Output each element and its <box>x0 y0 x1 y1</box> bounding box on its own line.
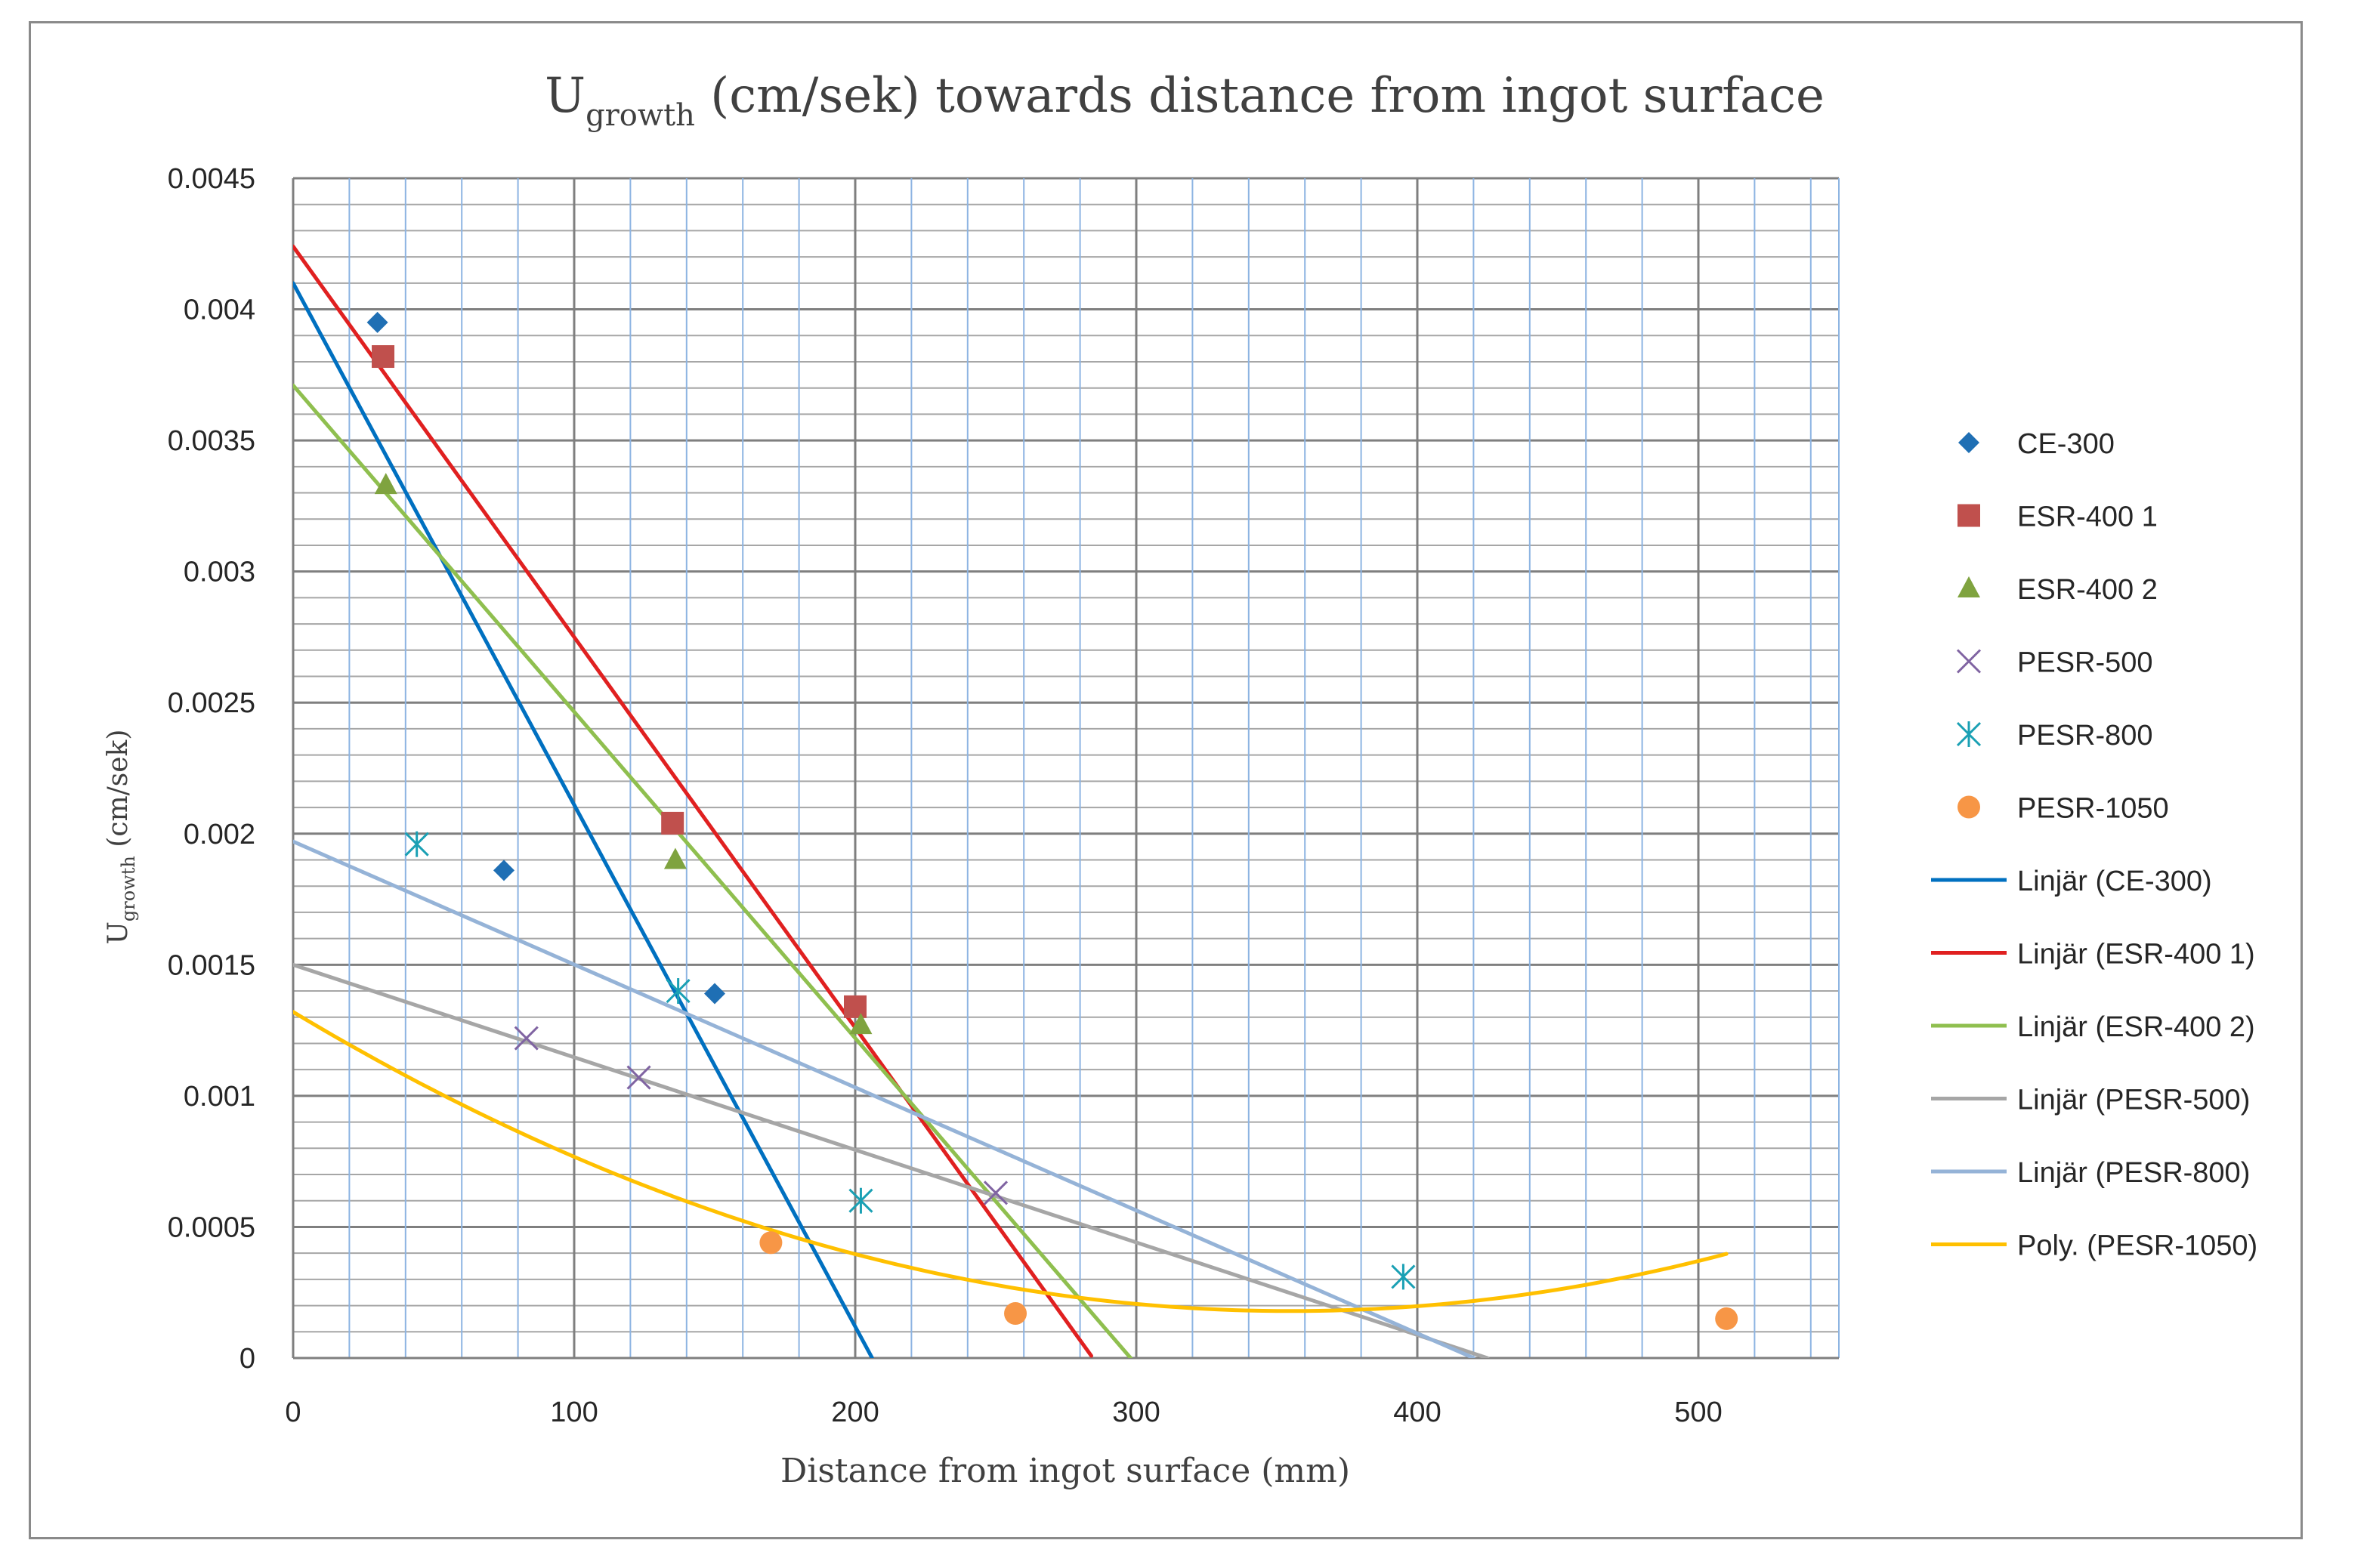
point-pesr-500 <box>514 1026 539 1051</box>
trendline-poly-pesr-1050 <box>293 1010 1729 1313</box>
y-tick-label: 0.0045 <box>168 163 255 195</box>
grid <box>292 177 1840 1360</box>
legend-marker-ce-300 <box>1958 432 1979 453</box>
trendline-linj-r-pesr-800 <box>293 839 1475 1358</box>
y-tick-label: 0.0005 <box>168 1211 255 1243</box>
point-esr-400-1 <box>844 995 867 1018</box>
x-tick-label: 200 <box>831 1397 879 1428</box>
point-pesr-800 <box>666 978 691 1005</box>
legend-label: Linjär (CE-300) <box>2017 866 2212 897</box>
legend-marker-esr-400-2 <box>1957 576 1980 597</box>
legend-marker-esr-400-1 <box>1957 504 1980 527</box>
x-tick-label: 500 <box>1674 1397 1722 1428</box>
x-tick-labels: 0 100 200 300 400 500 <box>285 1397 1722 1428</box>
chart-title: Ugrowth (cm/sek) towards distance from i… <box>545 68 1825 133</box>
point-pesr-500 <box>983 1181 1009 1205</box>
point-pesr-800 <box>1391 1264 1416 1290</box>
y-tick-label: 0.0025 <box>168 687 255 719</box>
plot-area <box>293 178 1839 1358</box>
legend-label: Linjär (ESR-400 2) <box>2017 1011 2255 1043</box>
y-tick-label: 0.001 <box>184 1081 255 1113</box>
trendline-linj-r-ce-300 <box>293 281 874 1358</box>
legend-label: Linjär (ESR-400 1) <box>2017 939 2255 971</box>
trendline-linj-r-pesr-500 <box>293 962 1490 1358</box>
legend-marker-pesr-800 <box>1956 721 1982 747</box>
legend-label: CE-300 <box>2017 428 2115 460</box>
legend-label: ESR-400 1 <box>2017 502 2158 533</box>
legend-label: Linjär (PESR-500) <box>2017 1085 2250 1116</box>
point-pesr-1050 <box>1004 1301 1027 1325</box>
trendline-linj-r-esr-400-1 <box>293 244 1093 1358</box>
axes <box>292 178 1839 1360</box>
legend-label: Poly. (PESR-1050) <box>2017 1230 2257 1262</box>
legend-label: Linjär (PESR-800) <box>2017 1157 2250 1189</box>
point-esr-400-2 <box>663 847 687 869</box>
x-tick-label: 400 <box>1393 1397 1441 1428</box>
point-ce-300 <box>493 860 514 881</box>
x-tick-label: 0 <box>285 1397 301 1428</box>
y-tick-label: 0.0035 <box>168 425 255 457</box>
point-esr-400-1 <box>372 345 395 369</box>
plot-background <box>293 178 1839 1358</box>
legend-label: PESR-500 <box>2017 647 2153 679</box>
point-pesr-1050 <box>759 1231 783 1255</box>
y-tick-labels: 0 0.0005 0.001 0.0015 0.002 0.0025 0.003 0.0035… <box>168 163 255 1375</box>
y-axis-label: Ugrowth (cm/sek) <box>103 730 139 945</box>
point-esr-400-1 <box>661 811 684 835</box>
x-axis-label: Distance from ingot surface (mm) <box>780 1452 1350 1490</box>
point-esr-400-2 <box>374 473 397 495</box>
legend-label: PESR-800 <box>2017 720 2153 752</box>
point-pesr-800 <box>404 831 429 857</box>
legend: CE-300 ESR-400 1 ESR-400 2 PESR-500 PESR-800… <box>1931 428 2257 1262</box>
legend-label: PESR-1050 <box>2017 793 2169 825</box>
legend-marker-pesr-500 <box>1956 649 1982 674</box>
data-markers <box>366 311 1738 1330</box>
point-ce-300 <box>704 983 725 1005</box>
point-pesr-1050 <box>1715 1307 1738 1330</box>
point-pesr-500 <box>626 1065 651 1090</box>
point-ce-300 <box>366 311 388 333</box>
y-tick-label: 0.002 <box>184 819 255 850</box>
point-pesr-800 <box>848 1187 873 1214</box>
legend-marker-pesr-1050 <box>1957 795 1980 819</box>
y-tick-label: 0 <box>239 1343 255 1375</box>
y-tick-label: 0.004 <box>184 295 255 326</box>
y-tick-label: 0.003 <box>184 557 255 588</box>
x-tick-label: 100 <box>550 1397 598 1428</box>
point-esr-400-2 <box>849 1013 873 1035</box>
legend-label: ESR-400 2 <box>2017 574 2158 606</box>
x-tick-label: 300 <box>1112 1397 1160 1428</box>
trend-lines <box>293 244 1729 1358</box>
y-tick-label: 0.0015 <box>168 949 255 981</box>
